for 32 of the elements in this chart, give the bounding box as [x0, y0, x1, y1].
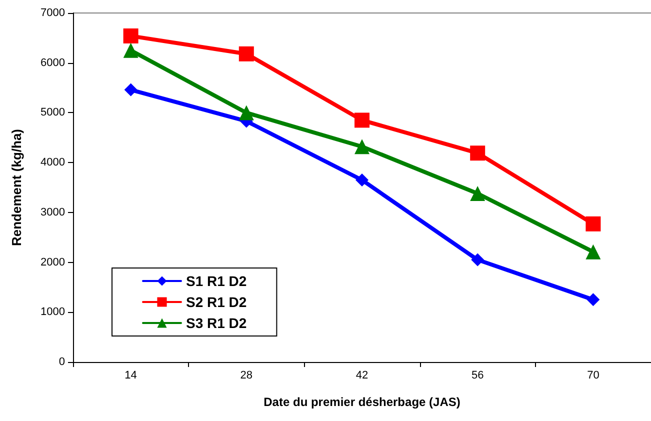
- x-tick-label: 28: [240, 370, 253, 382]
- y-axis-title: Rendement (kg/ha): [9, 128, 24, 246]
- legend-label: S1 R1 D2: [186, 273, 247, 289]
- point: [354, 139, 370, 154]
- point: [123, 28, 138, 44]
- point: [586, 293, 600, 306]
- point: [123, 42, 138, 58]
- y-tick-label: 0: [58, 356, 65, 368]
- legend-label: S3 R1 D2: [186, 315, 247, 331]
- y-tick-label: 7000: [40, 7, 65, 19]
- point: [586, 244, 601, 260]
- y-tick-label: 5000: [40, 106, 65, 119]
- y-tick-label: 2000: [40, 256, 65, 268]
- point: [238, 46, 254, 62]
- legend-label: S2 R1 D2: [186, 294, 247, 310]
- x-tick-label: 56: [471, 370, 484, 382]
- x-axis-title: Date du premier désherbage (JAS): [264, 395, 460, 409]
- point: [470, 146, 486, 161]
- y-tick-label: 6000: [40, 56, 65, 69]
- y-tick-label: 1000: [40, 306, 65, 318]
- y-tick-label: 4000: [40, 156, 65, 169]
- x-tick-label: 70: [587, 370, 600, 382]
- y-tick-label: 3000: [40, 206, 65, 218]
- point: [470, 186, 486, 201]
- point: [586, 216, 601, 232]
- point: [124, 83, 138, 96]
- point: [354, 112, 370, 128]
- point: [356, 174, 368, 187]
- point: [238, 105, 254, 120]
- x-tick-label: 14: [124, 370, 137, 382]
- x-tick-label: 42: [356, 370, 368, 382]
- point: [471, 253, 484, 266]
